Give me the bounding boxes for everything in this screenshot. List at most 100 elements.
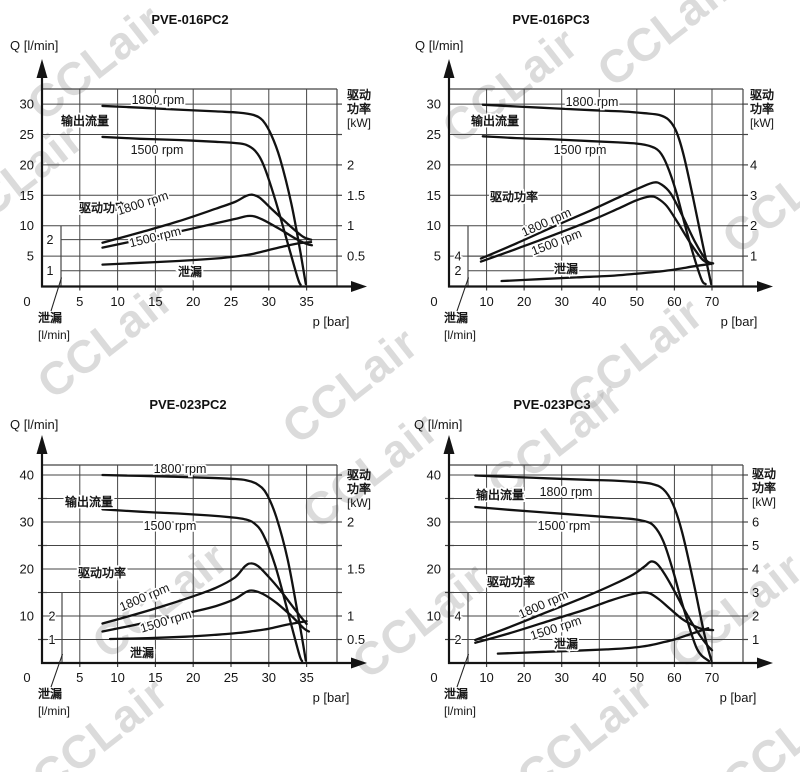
curve-label: 驱动功率 [490,189,538,204]
y-tick-label: 30 [427,515,441,530]
x-origin-label: 0 [430,294,437,309]
curve-label: 1800 rpm [115,188,170,218]
right-axis-header-line: 功率 [750,101,774,116]
curve-label: 驱动功率 [487,574,535,589]
x-tick-label: 20 [517,670,531,685]
leak-tick-label: 1 [47,264,54,278]
series-flow-1500rpm [101,508,304,663]
chart-panel-pve-023pc2: PVE-023PC2 2 1 5 10 15 20 25 30 35 0 40 30 20 10 2 1.5 1… [0,386,400,772]
x-tick-label: 35 [299,294,313,309]
y-tick-label: 10 [427,609,441,624]
leak-leader-line [50,277,63,312]
right-axis-header-line: 功率 [347,101,371,116]
leak-axis-caption-line: [l/min] [38,328,70,342]
chart-title: PVE-016PC2 [151,12,229,27]
y-tick-label: 20 [427,562,441,577]
x-tick-label: 10 [110,294,124,309]
y-tick-label: 40 [20,468,34,483]
x-axis-arrow [351,657,367,669]
x-tick-label: 20 [517,294,531,309]
kw-tick-label: 3 [750,188,757,203]
curve-label: 泄漏 [130,645,154,660]
x-tick-label: 60 [667,670,681,685]
y-tick-label: 25 [427,127,441,142]
kw-tick-label: 1.5 [347,188,365,203]
curve-label: 输出流量 [476,487,524,502]
x-tick-label: 5 [76,294,83,309]
kw-tick-label: 5 [752,538,759,553]
right-axis-header-line: [kW] [752,495,776,509]
leak-tick-label: 2 [49,610,56,624]
y-axis-arrow [443,59,455,78]
right-axis-header-line: 驱动 [750,88,774,102]
y-tick-label: 30 [20,97,34,112]
series-leakage [500,262,712,283]
series-flow-1500rpm [101,135,302,286]
y-tick-label: 5 [434,249,441,264]
chart-panel-pve-023pc3: PVE-023PC3 4 2 10 20 30 40 50 60 70 0 40 30 20 10 6 5 4 3… [400,386,800,772]
y-axis-arrow [36,435,48,454]
leak-axis-caption-line: [l/min] [444,328,476,342]
kw-tick-label: 1 [347,609,354,624]
x-axis-label: p [bar] [720,690,757,705]
kw-tick-label: 1.5 [347,562,365,577]
y-tick-label: 20 [20,157,34,172]
x-tick-label: 20 [186,670,200,685]
kw-tick-label: 0.5 [347,249,365,264]
leak-tick-label: 2 [455,264,462,278]
leak-axis-caption-line: [l/min] [38,704,70,718]
y-tick-label: 20 [427,157,441,172]
chart-canvas-pve-016pc2: 215 10 15 20 25 30 3503025201510521.510.5驱动功率[… [10,38,371,342]
curve-label: 输出流量 [471,113,519,128]
x-tick-label: 50 [630,670,644,685]
x-tick-label: 5 [76,670,83,685]
series-flow-1800rpm [101,104,307,286]
x-tick-label: 20 [186,294,200,309]
series-power-1500rpm [474,591,715,644]
y-tick-label: 15 [20,188,34,203]
series-flow-1800rpm [474,474,713,663]
curve-label: 1800 rpm [117,581,171,615]
series-leakage [101,240,313,266]
curve-label: 1800 rpm [154,462,207,476]
leak-axis-caption-line: 泄漏 [444,310,468,325]
x-axis-arrow [757,281,773,292]
series-power-1500rpm [101,214,314,249]
x-tick-label: 30 [262,294,276,309]
y-tick-label: 15 [427,188,441,203]
series-power-1800rpm [101,193,313,244]
kw-tick-label: 2 [347,157,354,172]
series-power-1500rpm [479,195,713,266]
x-tick-label: 15 [148,670,162,685]
right-axis-header-line: 驱动 [347,88,371,102]
leak-leader-line [456,277,470,312]
y-tick-label: 5 [27,249,34,264]
kw-tick-label: 0.5 [347,632,365,647]
x-tick-label: 40 [592,294,606,309]
x-origin-label: 0 [23,294,30,309]
leak-tick-label: 2 [455,633,462,647]
y-tick-label: 25 [20,127,34,142]
kw-tick-label: 4 [750,157,757,172]
series-leakage [108,620,308,641]
leak-leader-line [50,653,64,688]
x-tick-label: 30 [554,294,568,309]
chart-title: PVE-023PC3 [513,397,591,412]
curve-label: 输出流量 [61,113,109,128]
right-axis-header-line: 驱动 [347,468,371,482]
leak-axis-caption-line: 泄漏 [38,686,62,701]
y-tick-label: 20 [20,562,34,577]
x-origin-label: 0 [23,670,30,685]
y-axis-label: Q [l/min] [414,417,462,432]
series-flow-1800rpm [101,473,307,662]
curve-label: 输出流量 [65,494,113,509]
x-tick-label: 35 [299,670,313,685]
chart-panel-pve-016pc3: PVE-016PC3 4 2 10 20 30 40 50 60 70 0 30 25 20 15 10 5 4… [400,0,800,386]
right-axis-header-line: 驱动 [752,467,776,481]
y-axis-label: Q [l/min] [415,38,463,53]
curve-label: 1800 rpm [566,95,619,109]
right-axis-header-line: [kW] [347,116,371,130]
x-axis-label: p [bar] [721,314,758,329]
